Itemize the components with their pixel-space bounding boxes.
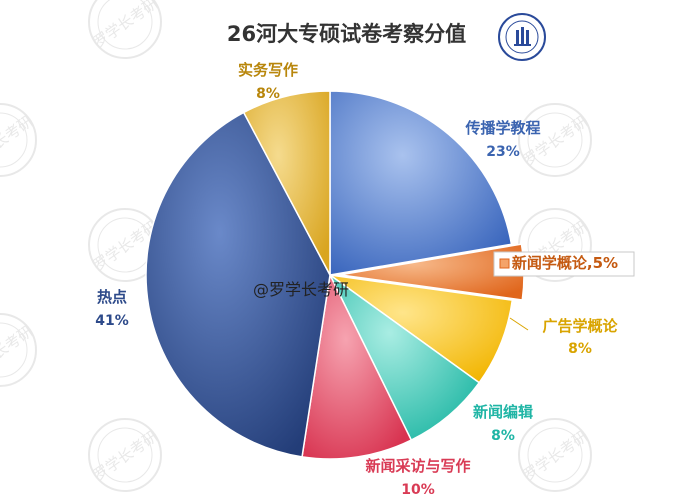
svg-text:罗学长考研: 罗学长考研 xyxy=(520,427,592,485)
watermark-text: @罗学长考研 xyxy=(253,280,350,299)
slice-label: 热点 xyxy=(97,288,127,306)
pie-slice xyxy=(301,272,413,460)
slice-label: 实务写作 xyxy=(238,61,298,79)
slice-percent-label: 10% xyxy=(401,482,435,498)
university-seal-icon xyxy=(498,13,546,61)
slice-label: 广告学概论 xyxy=(542,317,618,335)
watermark-stamp: 罗学长考研 xyxy=(518,418,592,492)
watermark-stamp: 罗学长考研 xyxy=(0,103,37,177)
watermark-stamp: 罗学长考研 xyxy=(0,313,37,387)
legend-swatch xyxy=(499,258,510,269)
pie-slice xyxy=(329,90,513,276)
slice-percent-label: 8% xyxy=(256,86,280,102)
slice-percent-label: 8% xyxy=(491,428,515,444)
svg-text:罗学长考研: 罗学长考研 xyxy=(0,322,36,380)
pie-slice xyxy=(145,111,331,458)
svg-text:罗学长考研: 罗学长考研 xyxy=(90,427,162,485)
slice-label: 新闻采访与写作 xyxy=(365,457,470,475)
slice-percent-label: 41% xyxy=(95,313,129,329)
slice-label: 新闻学概论,5% xyxy=(512,254,618,272)
pie-slice xyxy=(242,90,331,276)
slice-percent-label: 8% xyxy=(568,341,592,357)
leader-lines xyxy=(509,317,529,331)
slice-percent-label: 23% xyxy=(486,144,520,160)
svg-text:罗学长考研: 罗学长考研 xyxy=(0,112,36,170)
slice-label: 新闻编辑 xyxy=(473,403,533,421)
watermark-stamp: 罗学长考研 xyxy=(518,103,592,177)
label-box xyxy=(493,251,635,277)
chart-title: 26河大专硕试卷考察分值 xyxy=(226,22,467,46)
watermark-stamp: 罗学长考研 xyxy=(88,418,162,492)
pie-slices xyxy=(145,90,525,460)
slice-label: 传播学教程 xyxy=(464,119,540,137)
leader-line xyxy=(509,317,529,331)
slice-labels: 传播学教程 23% 新闻学概论,5% 广告学概论 8% 新闻编辑 8% 新闻采访与写作 10% 热… xyxy=(95,61,635,498)
